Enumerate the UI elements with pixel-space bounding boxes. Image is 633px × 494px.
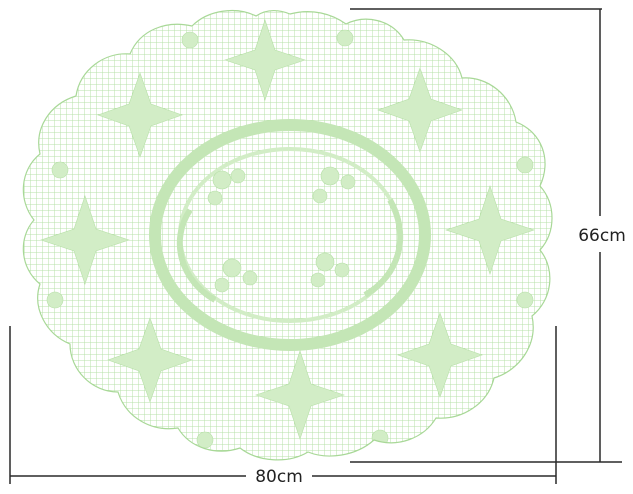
flower-cluster-upper-right [312, 166, 356, 204]
star-motif-top [224, 19, 306, 101]
star-motif-bottom-right [397, 312, 483, 398]
star-motif-top-right [377, 67, 463, 153]
star-motif-left [40, 195, 130, 285]
width-dimension [9, 326, 557, 484]
scroll-vine-right [363, 198, 404, 298]
height-label: 66cm [578, 226, 626, 246]
star-motif-bottom [255, 350, 345, 440]
star-motif-bottom-left [107, 317, 193, 403]
flower-cluster-upper-left [207, 168, 246, 206]
star-motif-top-left [97, 72, 183, 158]
flower-cluster-lower-right [310, 252, 350, 288]
star-motif-right [445, 185, 535, 275]
width-label: 80cm [255, 467, 303, 487]
height-dimension [350, 8, 622, 463]
flower-cluster-lower-left [214, 258, 258, 293]
scroll-vine-left [176, 208, 217, 303]
solid-motifs [40, 19, 535, 449]
center-medallion-ring [149, 119, 431, 351]
